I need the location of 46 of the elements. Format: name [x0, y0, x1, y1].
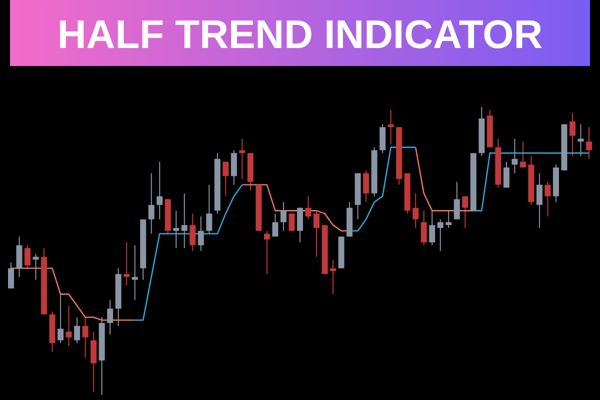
candlestick: [198, 216, 204, 252]
candlestick: [272, 213, 278, 238]
candlestick: [412, 192, 419, 228]
candlestick: [148, 172, 154, 234]
candlestick: [544, 181, 551, 217]
candlestick: [239, 138, 246, 180]
candlestick: [74, 316, 80, 344]
candlestick: [429, 210, 436, 246]
candlestick: [462, 196, 468, 228]
candlestick: [8, 262, 14, 289]
candlestick: [82, 316, 88, 358]
candlestick: [305, 196, 312, 220]
candlestick: [586, 126, 592, 160]
candlestick: [297, 207, 303, 243]
candlestick: [90, 331, 97, 393]
candlestick: [503, 161, 510, 188]
candlestick: [520, 141, 526, 168]
candlestick: [512, 138, 518, 174]
candlestick: [173, 210, 180, 249]
candlestick: [288, 213, 295, 232]
candlestick: [107, 299, 114, 336]
candlestick: [156, 161, 163, 220]
candlestick: [206, 184, 212, 234]
candlestick: [264, 230, 270, 275]
candlestick: [24, 244, 31, 269]
candlestick: [190, 213, 196, 252]
candlestick: [536, 172, 542, 228]
candlestick: [132, 244, 138, 300]
candlestick: [280, 202, 286, 232]
candlestick: [66, 305, 72, 347]
candlestick: [454, 181, 460, 220]
candlestick: [58, 294, 64, 344]
candlestick: [569, 112, 576, 156]
candlestick: [230, 150, 237, 186]
candlestick: [578, 124, 584, 156]
candlestick: [437, 218, 444, 252]
candlestick: [16, 236, 22, 278]
candlestick: [124, 242, 130, 286]
candlestick: [181, 192, 188, 249]
candlestick: [380, 124, 386, 154]
candlestick: [420, 210, 427, 246]
candlestick: [314, 210, 320, 258]
candlestick: [446, 210, 452, 228]
candlestick: [363, 170, 370, 203]
candlestick: [222, 161, 229, 197]
chart-title: HALF TREND INDICATOR: [57, 13, 543, 57]
